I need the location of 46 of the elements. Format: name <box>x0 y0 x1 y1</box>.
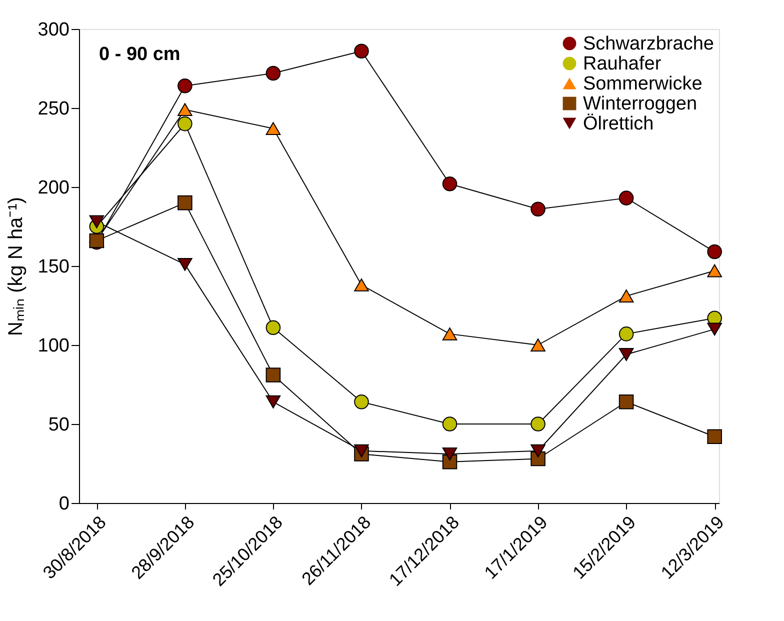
y-tick-label: 150 <box>38 256 70 278</box>
point <box>618 394 634 410</box>
point <box>354 278 369 292</box>
point <box>266 395 281 408</box>
point <box>266 122 281 136</box>
y-tick-label: 200 <box>38 178 70 198</box>
point <box>178 103 192 116</box>
legend-label: Sommerwicke <box>583 74 702 94</box>
y-tick-label: 0 <box>58 494 70 514</box>
point <box>707 244 722 260</box>
point <box>354 394 369 410</box>
point <box>354 444 369 458</box>
point <box>707 264 722 278</box>
point <box>530 444 546 458</box>
point <box>442 448 458 460</box>
point <box>266 66 281 81</box>
y-tick-label: 50 <box>48 414 70 436</box>
point <box>618 326 634 342</box>
point <box>266 320 281 335</box>
point <box>442 176 458 192</box>
point <box>354 44 369 58</box>
point <box>266 368 281 382</box>
point <box>707 429 722 444</box>
y-axis-title: Nₘᵢₙ (kg N ha⁻¹) <box>4 196 27 336</box>
point <box>178 78 192 94</box>
point <box>618 348 634 361</box>
legend-label: Rauhafer <box>583 54 662 74</box>
point <box>89 215 104 228</box>
point <box>530 202 546 216</box>
legend-label: Ölrettich <box>583 114 654 134</box>
point <box>442 416 458 432</box>
point <box>178 258 192 271</box>
y-tick-label: 100 <box>38 336 70 356</box>
legend-label: Winterroggen <box>583 94 698 114</box>
point <box>618 190 634 206</box>
point <box>618 290 634 302</box>
point <box>178 195 192 210</box>
point <box>707 322 722 336</box>
point <box>178 116 192 132</box>
y-tick-label: 300 <box>38 20 70 40</box>
annotation: 0 - 90 cm <box>99 44 180 65</box>
legend-label: Schwarzbrache <box>583 34 714 54</box>
point <box>442 327 458 340</box>
point <box>530 338 546 352</box>
point <box>530 416 546 432</box>
y-tick-label: 250 <box>38 98 70 120</box>
